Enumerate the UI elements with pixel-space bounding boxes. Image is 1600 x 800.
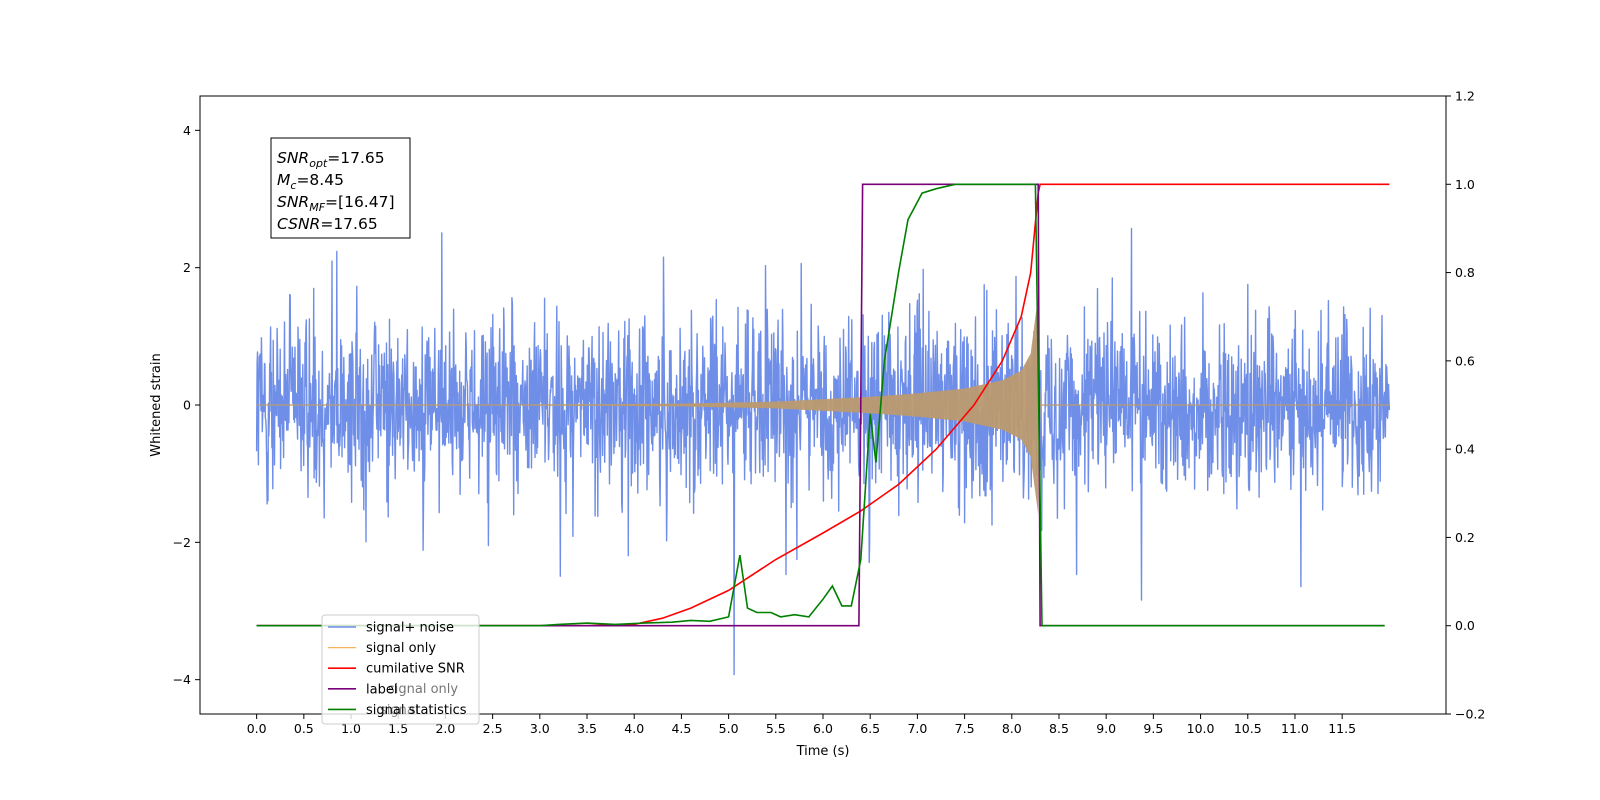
x-tick-label: 7.5 [955, 721, 975, 736]
x-tick-label: 1.0 [341, 721, 361, 736]
y-axis-right-ticks: −0.2 0.0 0.2 0.4 0.6 0.8 1.0 1.2 [1446, 89, 1485, 722]
y-right-tick-label: −0.2 [1455, 707, 1485, 722]
x-tick-label: 10.5 [1234, 721, 1262, 736]
y-right-tick-label: 1.0 [1455, 177, 1475, 192]
y-left-tick-label: −4 [173, 672, 191, 687]
x-tick-label: 11.0 [1281, 721, 1309, 736]
y-right-tick-label: 0.0 [1455, 618, 1475, 633]
x-tick-label: 7.0 [907, 721, 927, 736]
y-axis-label-left: Whitened strain [149, 353, 164, 456]
x-tick-label: 6.0 [813, 721, 833, 736]
y-right-tick-label: 0.2 [1455, 530, 1475, 545]
x-tick-label: 1.5 [388, 721, 408, 736]
stats-box: SNRopt=17.65Mc=8.45SNRMF=[16.47]CSNR=17.… [270, 137, 411, 239]
hidden-legend-text: signal [380, 703, 418, 718]
legend-entry: signal+ noise [366, 621, 454, 636]
x-tick-label: 8.0 [1002, 721, 1022, 736]
legend-entry: label [366, 682, 397, 697]
plot-area [255, 183, 1391, 676]
x-tick-label: 8.5 [1049, 721, 1069, 736]
series-signal-noise [255, 227, 1391, 676]
legend-entry: signal statistics [366, 703, 467, 718]
x-tick-label: 10.0 [1187, 721, 1215, 736]
x-axis-label: Time (s) [796, 744, 850, 759]
y-left-tick-label: −2 [173, 535, 191, 550]
stats-line: SNRopt=17.65 [277, 149, 385, 170]
x-tick-label: 3.5 [577, 721, 597, 736]
y-left-tick-label: 0 [183, 398, 191, 413]
y-left-tick-label: 4 [183, 123, 191, 138]
series-cumilative-snr [256, 183, 1390, 627]
x-tick-label: 5.5 [766, 721, 786, 736]
y-right-tick-label: 1.2 [1455, 89, 1475, 104]
stats-line: SNRMF=[16.47] [277, 193, 395, 214]
x-axis-ticks: 0.0 0.5 1.0 1.5 2.0 2.5 3.0 3.5 4.0 4.5 5.0 5.5 6.0 6… [247, 714, 1356, 736]
y-right-tick-label: 0.6 [1455, 353, 1475, 368]
x-tick-label: 2.5 [483, 721, 503, 736]
stats-line: Mc=8.45 [277, 171, 344, 192]
x-tick-label: 4.5 [671, 721, 691, 736]
x-tick-label: 5.0 [719, 721, 739, 736]
stats-line: CSNR=17.65 [277, 215, 378, 233]
x-tick-label: 0.0 [247, 721, 267, 736]
legend-entry: cumilative SNR [366, 662, 465, 677]
y-right-tick-label: 0.4 [1455, 442, 1475, 457]
y-axis-left-ticks: −4 −2 0 2 4 [173, 123, 200, 687]
y-left-tick-label: 2 [183, 260, 191, 275]
x-tick-label: 9.0 [1096, 721, 1116, 736]
x-tick-label: 9.5 [1143, 721, 1163, 736]
x-tick-label: 0.5 [294, 721, 314, 736]
x-tick-label: 11.5 [1328, 721, 1356, 736]
x-tick-label: 2.0 [435, 721, 455, 736]
hidden-legend-text: signal only [388, 682, 458, 697]
x-tick-label: 4.0 [624, 721, 644, 736]
legend: signal+ noise signal only cumilative SNR la… [321, 614, 480, 725]
x-tick-label: 3.0 [530, 721, 550, 736]
legend-entry: signal only [366, 641, 436, 656]
y-right-tick-label: 0.8 [1455, 265, 1475, 280]
series-signal-statistics [256, 183, 1385, 627]
x-tick-label: 6.5 [860, 721, 880, 736]
